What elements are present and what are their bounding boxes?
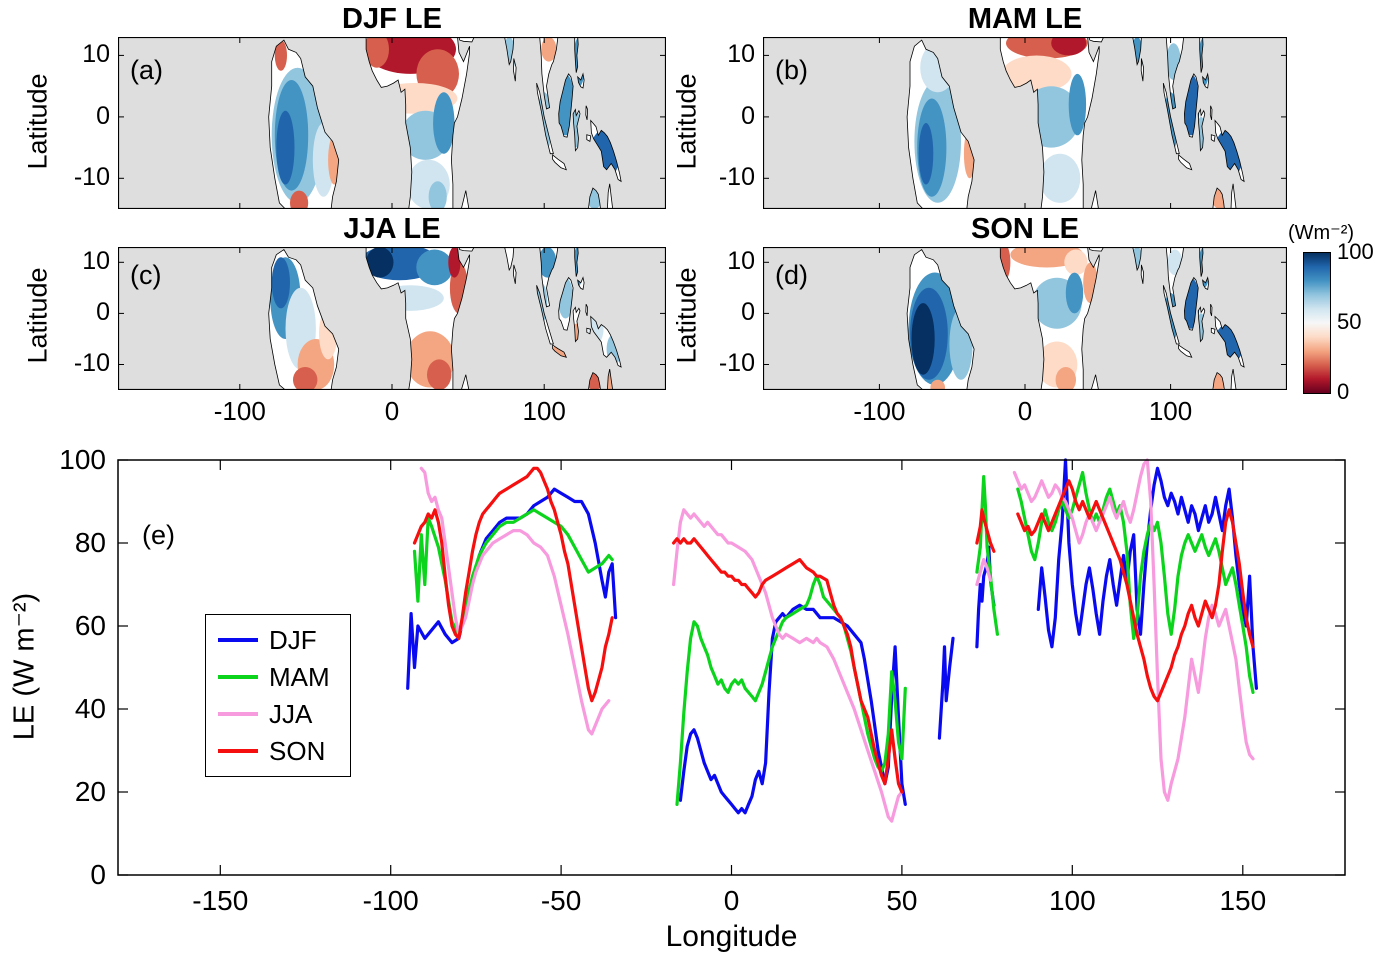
longitude-axis-label: Longitude — [665, 920, 798, 953]
map-title-jja: JJA LE — [343, 213, 441, 245]
svg-text:20: 20 — [75, 776, 106, 807]
legend-entry-jja: JJA — [218, 701, 330, 727]
map-y-tick-label: 0 — [741, 298, 755, 327]
panel-label-d: (d) — [775, 260, 808, 290]
colorbar-gradient — [1303, 252, 1331, 394]
colorbar-tick-label: 100 — [1337, 239, 1374, 264]
svg-text:-150: -150 — [192, 885, 248, 916]
legend-line-swatch — [218, 638, 258, 642]
svg-text:-50: -50 — [541, 885, 581, 916]
map-x-tick-label: 100 — [1148, 396, 1193, 426]
colorbar-units-label: (Wm⁻²) — [1287, 222, 1355, 244]
map-x-tick-label: 100 — [522, 396, 566, 426]
svg-text:0: 0 — [724, 885, 740, 916]
map-y-tick-label: 0 — [96, 298, 110, 327]
svg-text:0: 0 — [90, 859, 106, 890]
legend-label: MAM — [269, 662, 330, 692]
svg-text:100: 100 — [59, 444, 106, 475]
map-canvas-mam — [763, 37, 1287, 209]
legend-line-swatch — [218, 712, 258, 716]
svg-text:80: 80 — [75, 527, 106, 558]
panel-label-b: (b) — [775, 55, 808, 85]
svg-text:60: 60 — [75, 610, 106, 641]
map-title-mam: MAM LE — [967, 3, 1083, 35]
colorbar-tick-label: 0 — [1337, 379, 1350, 404]
svg-text:-100: -100 — [363, 885, 419, 916]
svg-text:100: 100 — [1049, 885, 1096, 916]
colorbar-tick-label: 50 — [1337, 309, 1362, 334]
map-title-djf: DJF LE — [342, 3, 442, 35]
legend-entry-son: SON — [218, 738, 330, 764]
legend-label: SON — [269, 736, 326, 766]
legend-entry-mam: MAM — [218, 664, 330, 690]
svg-text:150: 150 — [1219, 885, 1266, 916]
legend-label: JJA — [269, 699, 313, 729]
panel-label-e: (e) — [142, 520, 175, 550]
map-y-tick-label: -10 — [73, 349, 110, 378]
legend-entry-djf: DJF — [218, 627, 330, 653]
map-y-tick-label: 10 — [727, 40, 755, 69]
map-y-tick-label: -10 — [718, 349, 755, 378]
map-canvas-jja — [118, 247, 666, 390]
panel-label-c: (c) — [130, 260, 162, 290]
map-canvas-son — [763, 247, 1287, 390]
legend-label: DJF — [269, 625, 317, 655]
map-y-tick-label: 10 — [82, 40, 110, 69]
map-x-tick-label: 0 — [384, 396, 400, 426]
map-y-tick-label: 10 — [727, 247, 755, 276]
map-y-tick-label: -10 — [718, 163, 755, 192]
map-x-tick-label: -100 — [213, 396, 266, 426]
svg-text:40: 40 — [75, 693, 106, 724]
map-y-tick-label: -10 — [73, 163, 110, 192]
legend-line-swatch — [218, 675, 258, 679]
map-y-tick-label: 10 — [82, 247, 110, 276]
map-x-tick-label: 0 — [1017, 396, 1033, 426]
map-y-tick-label: 0 — [96, 101, 110, 130]
map-canvas-djf — [118, 37, 666, 209]
le-axis-label: LE (W m⁻²) — [8, 592, 41, 741]
seasonal-le-line-chart: -150 -100 -50 0 50 100 150 0 20 40 60 80 100 — [59, 444, 1346, 916]
svg-text:50: 50 — [886, 885, 917, 916]
latitude-axis-label-jja: Latitude — [22, 267, 53, 364]
chart-legend: DJF MAM JJA SON — [205, 614, 351, 777]
panel-label-a: (a) — [130, 55, 163, 85]
legend-line-swatch — [218, 749, 258, 753]
map-y-tick-label: 0 — [741, 101, 755, 130]
map-title-son: SON LE — [971, 213, 1079, 245]
map-x-tick-label: -100 — [853, 396, 906, 426]
